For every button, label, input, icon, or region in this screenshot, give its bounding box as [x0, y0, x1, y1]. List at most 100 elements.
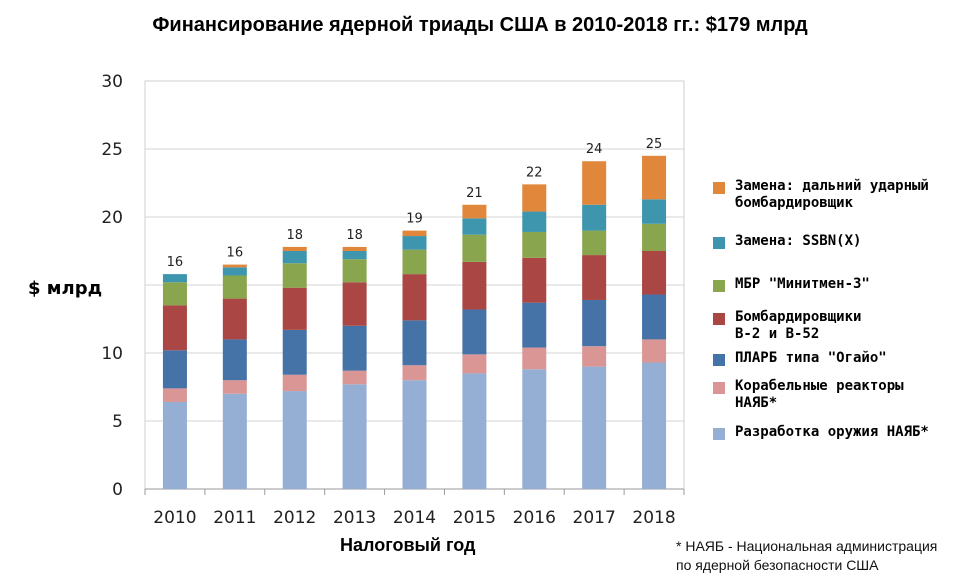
bar-segment-2010-s2 [162, 350, 187, 389]
bar-segment-2014-s0 [402, 380, 427, 489]
y-tick-label: 30 [101, 72, 123, 92]
bar-segment-2013-s5 [342, 251, 367, 260]
legend-label: Замена: SSBN(X) [735, 233, 862, 249]
legend-swatch [713, 354, 725, 366]
bar-segment-2017-s4 [582, 230, 607, 256]
legend-swatch [713, 182, 725, 194]
bar-segment-2011-s3 [222, 298, 247, 340]
bar-segment-2016-s2 [522, 302, 547, 348]
legend-label: Бомбардировщики В-2 и В-52 [735, 309, 862, 342]
legend-item: МБР "Минитмен-3" [713, 276, 870, 293]
y-tick-label: 0 [112, 480, 123, 500]
legend-label: ПЛАРБ типа "Огайо" [735, 350, 887, 366]
bar-segment-2015-s4 [462, 234, 487, 262]
bar-segment-2015-s1 [462, 354, 487, 374]
bar-segment-2016-s4 [522, 231, 547, 258]
bar-segment-2018-s0 [642, 362, 667, 489]
x-tick-label: 2011 [213, 508, 256, 528]
bar-segment-2013-s0 [342, 384, 367, 489]
y-tick-label: 20 [101, 208, 123, 228]
bar-total-label: 16 [167, 255, 184, 270]
footnote: * НАЯБ - Национальная администрация по я… [676, 538, 938, 573]
legend-swatch [713, 313, 725, 325]
x-tick-label: 2017 [573, 508, 616, 528]
bar-segment-2017-s2 [582, 299, 607, 347]
bar-segment-2013-s1 [342, 370, 367, 385]
bar-total-label: 16 [227, 246, 244, 261]
legend-label: МБР "Минитмен-3" [735, 276, 870, 292]
y-tick-label: 25 [101, 140, 123, 160]
bar-segment-2011-s2 [222, 339, 247, 381]
bar-segment-2011-s4 [222, 275, 247, 299]
y-tick-label: 10 [101, 344, 123, 364]
bar-total-label: 25 [646, 137, 663, 152]
legend-label: Замена: дальний ударный бомбардировщик [735, 178, 929, 211]
legend-label: Корабельные реакторы НАЯБ* [735, 378, 904, 411]
x-tick-label: 2010 [153, 508, 196, 528]
bar-segment-2011-s5 [222, 267, 247, 276]
bar-segment-2016-s5 [522, 211, 547, 232]
legend-item: ПЛАРБ типа "Огайо" [713, 350, 887, 367]
legend-item: Разработка оружия НАЯБ* [713, 424, 929, 441]
legend-item: Бомбардировщики В-2 и В-52 [713, 309, 861, 343]
bar-total-label: 24 [586, 142, 603, 157]
bar-segment-2012-s6 [282, 246, 307, 251]
bar-segment-2010-s1 [162, 388, 187, 402]
bar-segment-2015-s5 [462, 218, 487, 235]
chart-title: Финансирование ядерной триады США в 2010… [152, 14, 808, 36]
bar-segment-2013-s3 [342, 282, 367, 326]
bar-total-label: 18 [346, 228, 363, 243]
bar-segment-2018-s5 [642, 199, 667, 224]
bar-segment-2016-s6 [522, 184, 547, 212]
x-tick-label: 2014 [393, 508, 436, 528]
x-tick-label: 2012 [273, 508, 316, 528]
bar-segment-2014-s4 [402, 249, 427, 275]
bar-segment-2018-s4 [642, 223, 667, 251]
x-tick-label: 2015 [453, 508, 496, 528]
bar-segment-2018-s2 [642, 294, 667, 340]
bar-segment-2018-s1 [642, 339, 667, 363]
bar-total-label: 19 [406, 212, 423, 227]
bar-segment-2012-s2 [282, 329, 307, 375]
bar-segment-2017-s5 [582, 204, 607, 231]
legend-swatch [713, 237, 725, 249]
bar-segment-2014-s2 [402, 320, 427, 366]
x-tick-label: 2018 [632, 508, 675, 528]
bar-segment-2012-s5 [282, 251, 307, 264]
legend-item: Замена: SSBN(X) [713, 233, 861, 250]
bar-segment-2017-s3 [582, 255, 607, 300]
bar-segment-2012-s1 [282, 374, 307, 392]
legend-swatch [713, 428, 725, 440]
bar-segment-2016-s1 [522, 347, 547, 370]
bar-segment-2011-s0 [222, 393, 247, 489]
legend-label: Разработка оружия НАЯБ* [735, 424, 929, 440]
bar-total-label: 21 [466, 186, 483, 201]
bar-segment-2012-s3 [282, 287, 307, 330]
bar-segment-2014-s3 [402, 274, 427, 321]
bar-segment-2010-s3 [162, 305, 187, 351]
bar-segment-2010-s0 [162, 401, 187, 489]
bar-segment-2014-s5 [402, 236, 427, 250]
bar-segment-2014-s6 [402, 230, 427, 237]
x-tick-label: 2016 [513, 508, 556, 528]
y-tick-label: 5 [112, 412, 123, 432]
bar-segment-2012-s4 [282, 263, 307, 288]
bar-segment-2017-s1 [582, 346, 607, 367]
bar-segment-2012-s0 [282, 391, 307, 489]
y-axis-label: $ млрд [28, 278, 103, 299]
bar-segment-2011-s6 [222, 264, 247, 268]
legend-item: Замена: дальний ударный бомбардировщик [713, 178, 929, 212]
x-axis-label: Налоговый год [340, 535, 476, 555]
bar-segment-2015-s6 [462, 204, 487, 219]
bar-segment-2015-s3 [462, 261, 487, 310]
bar-segment-2016-s0 [522, 369, 547, 489]
bar-segment-2017-s0 [582, 366, 607, 489]
bar-segment-2013-s2 [342, 325, 367, 371]
bar-segment-2011-s1 [222, 380, 247, 394]
bar-total-label: 18 [286, 228, 303, 243]
legend-swatch [713, 280, 725, 292]
bar-segment-2013-s4 [342, 259, 367, 283]
bar-segment-2017-s6 [582, 161, 607, 205]
bar-segment-2013-s6 [342, 246, 367, 251]
